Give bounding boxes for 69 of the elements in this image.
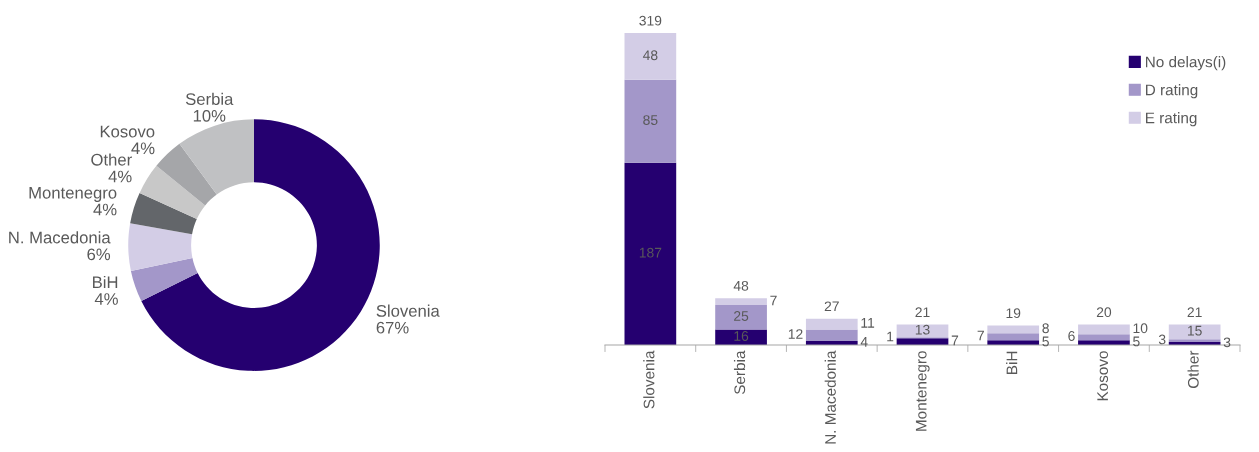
x-tick-label: Montenegro	[915, 351, 930, 431]
data-label: 10%	[193, 109, 226, 122]
data-label: 8	[1042, 323, 1049, 334]
data-label: 4%	[93, 203, 117, 216]
data-label: 6	[1068, 331, 1075, 341]
data-label: 6%	[87, 248, 111, 261]
slice-label: Montenegro	[29, 187, 117, 202]
data-label: 3	[1158, 334, 1166, 345]
donut-slice	[130, 192, 197, 235]
data-label: 85	[643, 115, 658, 125]
donut-slice	[128, 223, 193, 271]
total-label: 48	[733, 280, 749, 291]
data-label: 16	[734, 331, 749, 341]
data-label: 4%	[131, 142, 155, 155]
x-tick-label: BiH	[1006, 351, 1018, 374]
donut-slice	[139, 165, 206, 219]
bar	[715, 298, 767, 306]
data-label: 10	[1133, 323, 1148, 334]
x-tick-label: Other	[1187, 350, 1199, 389]
x-tick-label: Slovenia	[643, 350, 655, 409]
total-label: 21	[915, 307, 930, 317]
bar	[624, 33, 677, 80]
data-label: 4%	[94, 293, 118, 305]
bar	[987, 325, 1040, 334]
legend-label: E rating	[1146, 112, 1197, 127]
x-tick-label: Kosovo	[1097, 351, 1109, 401]
data-label: 11	[861, 318, 875, 328]
bar	[715, 329, 767, 345]
slice-label: Slovenia	[376, 304, 440, 317]
bar	[805, 329, 858, 342]
slice-label: Kosovo	[100, 125, 155, 138]
bar	[624, 162, 677, 345]
total-label: 319	[639, 15, 662, 26]
data-label: 7	[951, 335, 959, 346]
data-label: 4%	[108, 170, 132, 183]
data-label: 15	[1187, 325, 1202, 336]
data-label: 7	[977, 330, 984, 341]
slice-label: BiH	[93, 275, 118, 288]
total-label: 19	[1006, 308, 1021, 319]
data-label: 5	[1042, 336, 1049, 347]
x-tick-label: Serbia	[733, 350, 746, 395]
slice-label: Other	[91, 153, 132, 166]
data-label: 7	[770, 295, 777, 306]
data-label: 4	[860, 337, 868, 347]
data-label: 67%	[376, 321, 409, 334]
data-label: 5	[1133, 336, 1140, 347]
bar	[715, 305, 767, 330]
data-label: 1	[887, 331, 894, 342]
data-label: 187	[639, 247, 662, 258]
data-label: 25	[734, 311, 749, 321]
total-label: 20	[1096, 307, 1112, 318]
bar	[624, 79, 677, 163]
data-label: 3	[1223, 337, 1231, 348]
bar	[987, 333, 1040, 341]
total-label: 21	[1187, 307, 1202, 317]
slice-label: N. Macedonia	[9, 231, 111, 244]
legend-label: No delays(i)	[1146, 56, 1226, 71]
donut-slice	[130, 258, 198, 301]
data-label: 48	[642, 50, 658, 61]
data-label: 13	[915, 324, 930, 335]
data-label: 12	[788, 329, 803, 339]
bar	[805, 318, 858, 330]
total-label: 27	[824, 301, 839, 312]
x-tick-label: N. Macedonia	[824, 350, 836, 444]
legend-label: D rating	[1146, 84, 1198, 99]
donut-slice	[156, 143, 217, 206]
bar	[1078, 334, 1130, 341]
slice-label: Serbia	[185, 92, 234, 106]
bar	[1078, 324, 1130, 335]
